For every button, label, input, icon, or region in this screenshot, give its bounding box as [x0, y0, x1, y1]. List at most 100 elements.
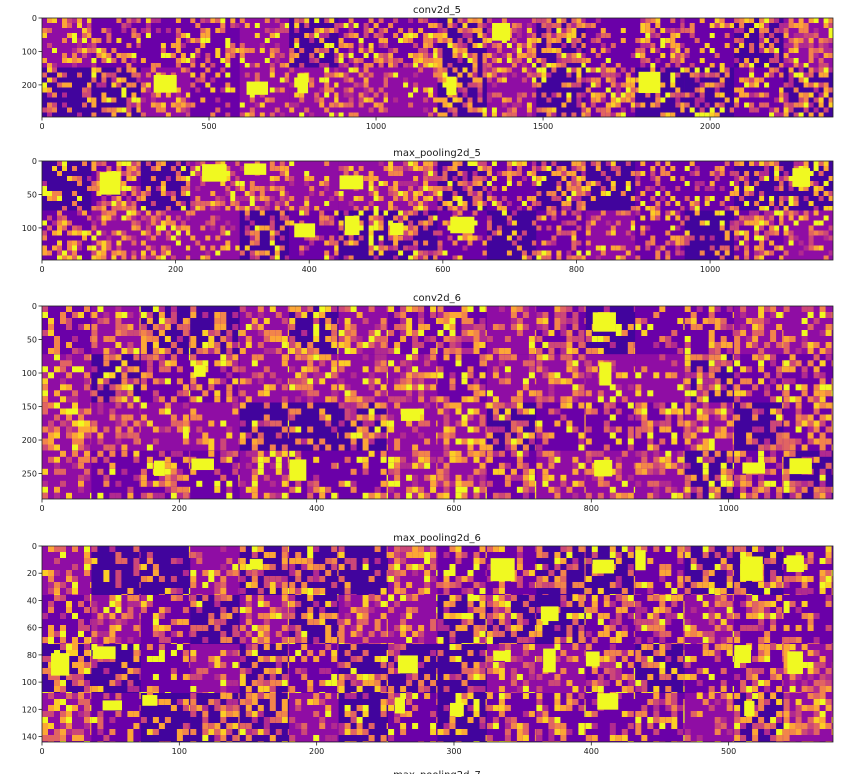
feature-map-tile	[388, 354, 438, 403]
feature-map-tile	[684, 644, 735, 693]
x-tick-label: 0	[39, 265, 44, 274]
feature-map-tile	[486, 354, 537, 403]
feature-map-tile	[190, 595, 240, 644]
feature-map-tile	[91, 693, 141, 742]
feature-map-tile	[91, 546, 141, 595]
y-tick-label: 50	[27, 336, 37, 345]
feature-map-tile	[486, 450, 537, 499]
feature-map-tile	[338, 595, 389, 644]
feature-map-tile	[734, 644, 784, 693]
feature-map-tile	[585, 450, 636, 499]
feature-map-tile	[437, 354, 487, 403]
y-tick-label: 100	[22, 678, 37, 687]
feature-map-tile	[42, 644, 92, 693]
feature-map-tile	[486, 306, 537, 355]
feature-map-tile	[91, 306, 141, 355]
feature-map-tile	[783, 210, 833, 260]
tile-grid	[42, 306, 833, 499]
feature-map-tile	[42, 306, 92, 355]
x-tick-label: 200	[172, 504, 187, 513]
feature-map-tile	[388, 644, 438, 693]
feature-map-tile	[338, 210, 389, 260]
feature-map-tile	[536, 67, 586, 117]
y-tick-label: 100	[22, 47, 37, 56]
feature-map-tile	[190, 450, 240, 499]
y-tick-label: 80	[27, 651, 37, 660]
feature-map-tile	[190, 306, 240, 355]
feature-map-tile	[239, 595, 290, 644]
x-tick-label: 300	[446, 747, 461, 756]
feature-map-tile	[42, 18, 92, 68]
feature-map-tile	[140, 306, 191, 355]
x-tick-label: 400	[309, 504, 324, 513]
feature-map-tile	[684, 693, 735, 742]
feature-map-tile	[289, 595, 339, 644]
feature-map-tile	[140, 210, 191, 260]
feature-map-tile	[734, 67, 784, 117]
feature-map-tile	[388, 67, 438, 117]
feature-map-tile	[190, 161, 240, 211]
feature-map-tile	[140, 693, 191, 742]
x-axis: 0 500 1000 1500 2000	[39, 117, 720, 131]
feature-map-tile	[585, 402, 636, 451]
feature-map-tile	[239, 693, 290, 742]
feature-map-tile	[239, 450, 290, 499]
feature-map-tile	[684, 306, 735, 355]
feature-map-tile	[536, 402, 586, 451]
feature-map-tile	[140, 644, 191, 693]
feature-map-tile	[42, 354, 92, 403]
feature-map-tile	[190, 402, 240, 451]
x-tick-label: 800	[584, 504, 599, 513]
feature-map-tile	[536, 210, 586, 260]
feature-map-tile	[684, 210, 735, 260]
feature-map-tile	[338, 402, 389, 451]
feature-map-tile	[486, 402, 537, 451]
y-axis: 0 50 100 150 200 250	[22, 302, 42, 479]
x-tick-label: 0	[39, 122, 44, 131]
feature-map-tile	[783, 546, 833, 595]
feature-map-tile	[635, 354, 685, 403]
y-tick-label: 150	[22, 403, 37, 412]
feature-map-tile	[42, 67, 92, 117]
y-axis: 0 100 200	[22, 14, 42, 90]
feature-map-tile	[289, 210, 339, 260]
feature-map-tile	[338, 644, 389, 693]
feature-map-tile	[388, 693, 438, 742]
feature-map-tile	[486, 546, 537, 595]
feature-map-tile	[783, 18, 833, 68]
feature-map-tile	[190, 644, 240, 693]
feature-map-tile	[486, 693, 537, 742]
feature-map-tile	[536, 693, 586, 742]
feature-map-tile	[783, 450, 833, 499]
x-tick-label: 800	[569, 265, 584, 274]
x-tick-label: 200	[168, 265, 183, 274]
feature-map-tile	[289, 644, 339, 693]
x-tick-label: 400	[302, 265, 317, 274]
feature-map-tile	[140, 402, 191, 451]
feature-map-tile	[783, 595, 833, 644]
y-tick-label: 100	[22, 224, 37, 233]
feature-map-tile	[437, 450, 487, 499]
feature-map-tile	[42, 546, 92, 595]
feature-map-tile	[536, 546, 586, 595]
x-axis: 0 200 400 600 800 1000	[39, 499, 739, 513]
feature-map-tile	[635, 67, 685, 117]
x-tick-label: 600	[446, 504, 461, 513]
x-tick-label: 500	[201, 122, 216, 131]
feature-map-tile	[684, 450, 735, 499]
plot-frame	[41, 305, 834, 500]
panel-conv2d-5: conv2d_5 0 500 1000 1500 2000 0 100 200	[22, 5, 834, 131]
feature-map-tile	[289, 67, 339, 117]
feature-map-tile	[437, 306, 487, 355]
feature-map-tile	[338, 161, 389, 211]
feature-map-tile	[437, 161, 487, 211]
feature-map-tile	[190, 693, 240, 742]
feature-map-tile	[338, 18, 389, 68]
feature-map-tile	[734, 402, 784, 451]
feature-map-tile	[536, 354, 586, 403]
x-tick-label: 1000	[366, 122, 386, 131]
feature-map-tile	[91, 402, 141, 451]
feature-map-tile	[437, 595, 487, 644]
feature-map-tile	[91, 210, 141, 260]
